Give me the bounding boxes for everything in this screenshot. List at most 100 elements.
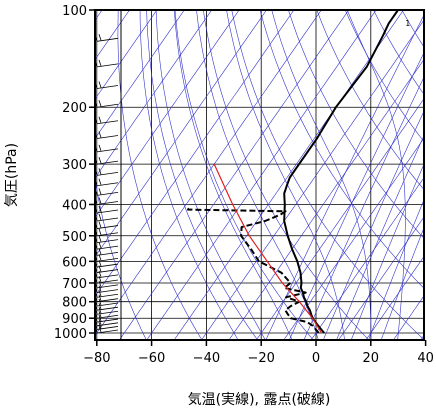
x-axis-ticks: −80 −60 −40 −20 0 20 40 bbox=[83, 340, 434, 366]
dry-adiabat-line bbox=[231, 10, 424, 340]
x-tick-label: −40 bbox=[193, 351, 220, 366]
wind-barb bbox=[95, 168, 119, 176]
isotherm-line bbox=[256, 98, 424, 340]
wind-barb bbox=[95, 213, 119, 222]
y-axis-title: 気圧(hPa) bbox=[4, 143, 20, 207]
dry-adiabat-line bbox=[146, 10, 258, 340]
dewpoint-profile-line bbox=[187, 207, 320, 334]
wind-barb bbox=[95, 59, 119, 68]
wind-barb-feather bbox=[98, 197, 102, 204]
x-tick-label: 0 bbox=[312, 351, 320, 366]
dry-adiabat-line bbox=[373, 10, 424, 95]
isotherm-line bbox=[95, 10, 185, 140]
dry-adiabat-line bbox=[430, 10, 436, 340]
dry-adiabat-line bbox=[117, 10, 203, 340]
wind-barb-feather bbox=[98, 188, 102, 195]
wind-barb bbox=[95, 156, 119, 165]
wind-barb-staff bbox=[96, 289, 119, 294]
wind-barb-staff bbox=[96, 135, 119, 139]
parcel-profile-line bbox=[213, 163, 323, 334]
wind-barb-staff bbox=[96, 284, 119, 289]
temperature-profile-line bbox=[283, 10, 399, 334]
chart-grid bbox=[95, 10, 436, 340]
wind-barb-column bbox=[95, 3, 122, 340]
wind-barb-feather bbox=[98, 294, 102, 301]
wind-barb-feather bbox=[98, 59, 102, 67]
wind-barb bbox=[95, 235, 119, 244]
wind-barb bbox=[95, 221, 119, 229]
wind-barb-staff bbox=[96, 103, 119, 108]
wind-barb bbox=[95, 178, 119, 187]
isotherm-line bbox=[338, 216, 424, 340]
wind-barb bbox=[95, 270, 119, 279]
wind-barb-feather bbox=[98, 298, 102, 306]
mixing-ratio-line bbox=[303, 76, 424, 340]
wind-barb bbox=[95, 242, 119, 250]
wind-barb-staff bbox=[96, 269, 119, 273]
x-tick-label: −60 bbox=[138, 351, 165, 366]
wind-barb-staff bbox=[96, 171, 119, 176]
x-tick-label: 20 bbox=[363, 351, 380, 366]
y-tick-label: 100 bbox=[62, 4, 87, 19]
isotherm-line bbox=[95, 10, 212, 179]
y-tick-label: 600 bbox=[62, 255, 87, 270]
x-tick-label: −80 bbox=[83, 351, 110, 366]
moist-adiabat-line bbox=[346, 10, 406, 340]
isotherm-line bbox=[365, 255, 424, 340]
wind-barb bbox=[95, 100, 119, 108]
wind-barb-staff bbox=[96, 201, 119, 205]
moist-adiabat-line bbox=[173, 10, 293, 340]
y-tick-label: 900 bbox=[62, 312, 87, 327]
wind-barb-feather bbox=[98, 307, 102, 314]
wind-barb-feather bbox=[98, 275, 102, 283]
wind-barb-staff bbox=[96, 251, 119, 256]
wind-barb-staff bbox=[96, 322, 119, 327]
moist-adiabat-line bbox=[196, 10, 319, 340]
dry-adiabat-line bbox=[203, 10, 369, 340]
wind-barb-feather bbox=[98, 34, 102, 41]
wind-barb-staff bbox=[96, 293, 119, 298]
moist-adiabat-line bbox=[271, 10, 372, 340]
wind-barb-staff bbox=[96, 274, 119, 279]
wind-barb-feather bbox=[99, 3, 101, 9]
wind-barb-staff bbox=[96, 217, 119, 222]
wind-barb-feather bbox=[98, 290, 102, 297]
wind-barb-staff bbox=[96, 302, 119, 307]
wind-barb-staff bbox=[96, 279, 119, 284]
wind-barb-staff bbox=[96, 120, 119, 125]
y-tick-label: 800 bbox=[62, 296, 87, 311]
wind-barb bbox=[95, 116, 119, 125]
wind-barb-feather bbox=[98, 81, 102, 88]
wind-barb-staff bbox=[96, 63, 119, 68]
wind-barb-feather bbox=[98, 100, 102, 107]
mixing-ratio-labels: 15101520g bbox=[405, 19, 410, 28]
wind-barb-staff bbox=[96, 37, 119, 42]
isotherm-line bbox=[95, 10, 240, 218]
moist-adiabat-line bbox=[226, 10, 345, 340]
y-tick-label: 200 bbox=[62, 101, 87, 116]
dry-adiabat-line bbox=[344, 10, 424, 143]
wind-barb-feather bbox=[98, 248, 102, 255]
wind-barb-feather bbox=[98, 303, 102, 310]
wind-barb-feather bbox=[98, 221, 102, 228]
isotherm-line bbox=[201, 19, 424, 340]
wind-barb-staff bbox=[96, 225, 119, 229]
wind-barb-feather bbox=[98, 280, 102, 288]
wind-barb-staff bbox=[96, 306, 119, 311]
moist-adiabat-line bbox=[425, 10, 436, 340]
wind-barb-feather bbox=[98, 213, 102, 221]
wind-barb-staff bbox=[96, 160, 119, 165]
wind-barb bbox=[95, 144, 119, 153]
mixing-ratio-line bbox=[351, 163, 424, 340]
isotherm-line bbox=[173, 10, 404, 340]
mixing-ratio-line bbox=[265, 14, 424, 340]
wind-barb-feather bbox=[98, 178, 102, 185]
y-tick-label: 300 bbox=[62, 158, 87, 173]
mixing-ratio-line bbox=[289, 52, 424, 340]
wind-barb-staff bbox=[96, 329, 119, 334]
dry-adiabat-line bbox=[316, 10, 424, 191]
chart-series bbox=[187, 10, 399, 334]
wind-barb bbox=[95, 311, 119, 319]
